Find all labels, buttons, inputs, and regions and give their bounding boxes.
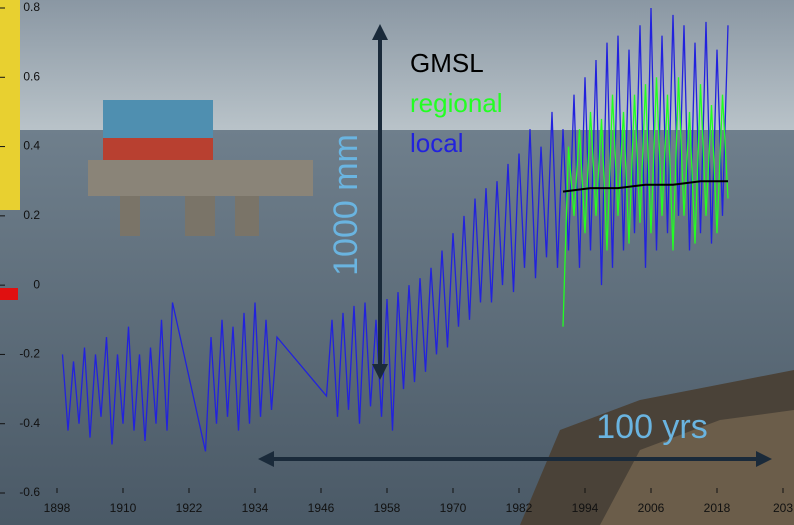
x-tick-label: 1958 xyxy=(374,501,401,515)
x-tick-label: 1934 xyxy=(242,501,269,515)
y-tick-label: -0.6 xyxy=(19,485,40,499)
annotation: 1000 mm xyxy=(327,134,365,276)
x-tick-label: 2006 xyxy=(638,501,665,515)
legend-label: regional xyxy=(410,88,503,118)
x-tick-label: 203 xyxy=(773,501,793,515)
x-tick-label: 1970 xyxy=(440,501,467,515)
x-tick-label: 1898 xyxy=(44,501,71,515)
chart: 0.8 0.6 0.4 0.2 0 -0.2 -0.4 -0.6 1898 1910 1922 193… xyxy=(0,0,794,525)
y-tick-label: 0.4 xyxy=(23,139,40,153)
legend-label: local xyxy=(410,128,463,158)
x-tick-label: 1910 xyxy=(110,501,137,515)
x-tick-label: 1994 xyxy=(572,501,599,515)
x-tick-label: 1982 xyxy=(506,501,533,515)
x-tick-label: 2018 xyxy=(704,501,731,515)
legend-label: GMSL xyxy=(410,48,484,78)
y-tick-label: 0 xyxy=(33,277,40,291)
y-tick-label: -0.2 xyxy=(19,347,40,361)
y-tick-label: -0.4 xyxy=(19,416,40,430)
x-tick-label: 1946 xyxy=(308,501,335,515)
y-tick-label: 0.6 xyxy=(23,69,40,83)
y-tick-label: 0.8 xyxy=(23,0,40,14)
x-tick-label: 1922 xyxy=(176,501,203,515)
annotation: 100 yrs xyxy=(596,408,708,446)
y-tick-label: 0.2 xyxy=(23,208,40,222)
